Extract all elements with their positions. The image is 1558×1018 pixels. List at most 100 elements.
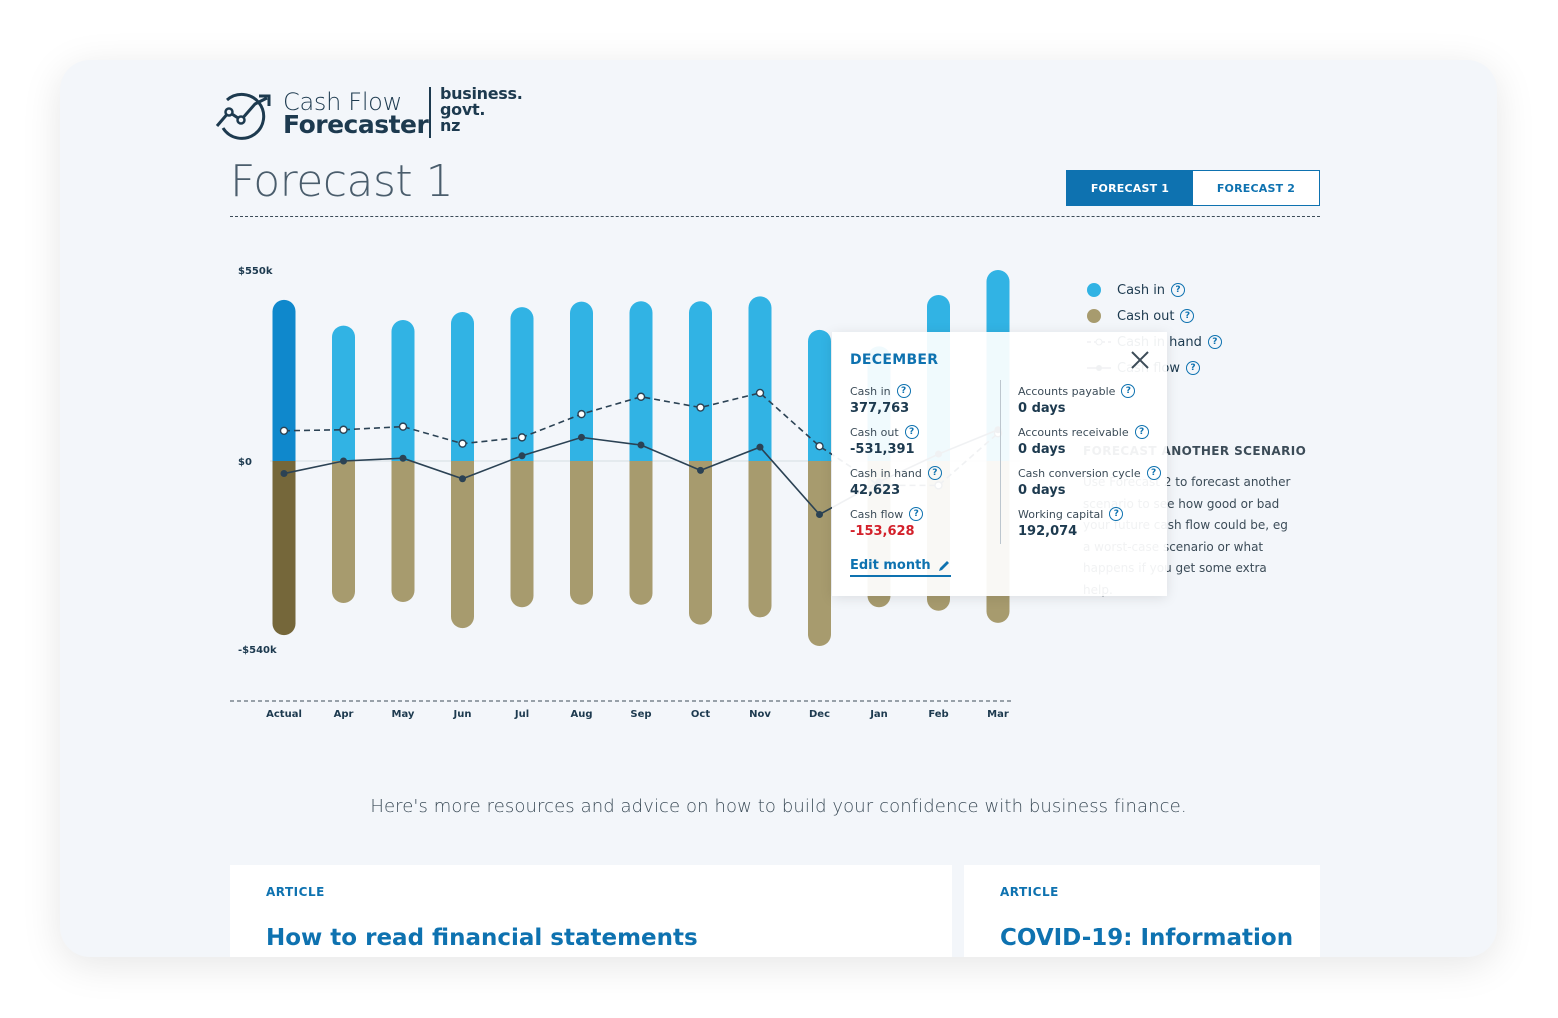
help-icon[interactable]: ?: [909, 507, 924, 521]
legend-item-cash-in: Cash in ?: [1087, 277, 1222, 303]
cash-out-bar-cap: [570, 461, 593, 475]
help-icon[interactable]: ?: [1185, 361, 1200, 375]
cash-out-bar-cap: [391, 461, 415, 475]
partner-logo[interactable]: business. govt. nz: [440, 86, 523, 134]
article-label: ARTICLE: [1000, 885, 1059, 899]
x-tick-label: Dec: [809, 709, 830, 720]
cash-in-bar: [570, 301, 593, 473]
cash-flow-point: [697, 466, 704, 474]
cash-out-bar: [332, 461, 355, 604]
cash-in-hand-point: [279, 426, 289, 435]
x-tick-label: Feb: [928, 709, 948, 720]
x-tick-label: Nov: [749, 709, 771, 720]
popup-month-title: DECEMBER: [850, 352, 939, 368]
cash-flow-point: [459, 475, 466, 483]
popup-divider: [1000, 380, 1001, 544]
metric-value: -531,391: [850, 442, 915, 457]
cash-flow-point: [340, 457, 347, 465]
x-tick-label: Sep: [630, 709, 651, 720]
metric-value: 0 days: [1018, 442, 1066, 457]
article-card[interactable]: ARTICLE How to read financial statements: [230, 865, 952, 957]
help-icon[interactable]: ?: [1180, 309, 1195, 323]
metric-label: Cash out: [850, 425, 899, 439]
logo-title-line2: Forecaster: [283, 110, 429, 139]
cash-in-bar: [748, 296, 772, 473]
y-tick-label: $550k: [238, 266, 273, 277]
article-card[interactable]: ARTICLE COVID-19: Information: [964, 865, 1320, 957]
cash-in-bar: [510, 307, 534, 473]
cash-out-bar: [748, 461, 772, 618]
cash-out-bar-cap: [332, 461, 355, 475]
cash-in-hand-point: [458, 439, 467, 448]
tab-forecast-2[interactable]: FORECAST 2: [1193, 171, 1319, 205]
cash-flow-point: [578, 433, 585, 441]
x-tick-label: Actual: [266, 709, 302, 720]
cash-in-hand-point: [517, 433, 527, 442]
help-icon[interactable]: ?: [1134, 425, 1149, 439]
cash-in-bar: [808, 329, 831, 473]
cash-flow-logo-icon: [215, 92, 271, 140]
page-title: Forecast 1: [230, 156, 454, 207]
metric-value: 0 days: [1018, 483, 1066, 498]
legend-item-cash-out: Cash out ?: [1087, 303, 1222, 329]
tab-forecast-1[interactable]: FORECAST 1: [1067, 171, 1193, 205]
x-tick-label: Jun: [453, 709, 472, 720]
metric-label: Cash flow: [850, 507, 904, 521]
cash-in-hand-point: [696, 403, 705, 412]
metric-value: 192,074: [1018, 524, 1078, 539]
dot-blue-icon: [1087, 283, 1101, 297]
article-label: ARTICLE: [266, 885, 325, 899]
cash-in-bar: [689, 301, 712, 473]
cash-in-bar: [391, 320, 415, 473]
help-icon[interactable]: ?: [1146, 466, 1161, 480]
cash-out-bar: [510, 461, 534, 608]
cash-out-bar-cap: [272, 461, 296, 475]
y-tick-label: -$540k: [238, 645, 277, 656]
cash-flow-point: [637, 441, 645, 449]
help-icon[interactable]: ?: [1109, 507, 1124, 521]
metric-value: 377,763: [850, 401, 910, 416]
help-icon[interactable]: ?: [927, 466, 942, 480]
logo-divider: [429, 87, 431, 138]
resources-intro: Here's more resources and advice on how …: [370, 796, 1187, 817]
cash-in-hand-point: [398, 422, 408, 431]
cash-out-bar-cap: [748, 461, 772, 475]
cash-flow-point: [280, 470, 288, 478]
cash-out-bar-cap: [451, 461, 474, 475]
pencil-icon: [938, 560, 949, 571]
article-title[interactable]: How to read financial statements: [266, 925, 698, 951]
article-title[interactable]: COVID-19: Information: [1000, 925, 1294, 951]
cash-in-hand-point: [815, 441, 824, 451]
cash-in-bar: [272, 299, 296, 473]
help-icon[interactable]: ?: [1171, 283, 1186, 297]
month-detail-popup: DECEMBER Cash in? 377,763 Cash out? -531…: [832, 332, 1167, 596]
x-tick-label: Jul: [514, 709, 529, 720]
y-tick-label: $0: [238, 457, 252, 468]
metric-label: Cash in: [850, 384, 891, 398]
x-tick-label: Oct: [691, 709, 710, 720]
metric-value: 42,623: [850, 483, 901, 498]
cash-out-bar: [689, 461, 712, 625]
popup-metric-accounts-receivable: Accounts receivable? 0 days: [1018, 425, 1149, 457]
help-icon[interactable]: ?: [896, 384, 911, 398]
partner-logo-line2: govt.: [440, 100, 486, 119]
cash-in-hand-point: [339, 425, 348, 434]
help-icon[interactable]: ?: [1121, 384, 1136, 398]
cash-flow-point: [518, 452, 526, 460]
x-tick-label: May: [392, 709, 415, 720]
cash-flow-point: [816, 510, 823, 518]
metric-value: 0 days: [1018, 401, 1066, 416]
close-icon[interactable]: [1128, 348, 1152, 372]
x-tick-label: Jan: [869, 709, 888, 720]
cash-out-bar: [629, 461, 653, 605]
app-window: Cash Flow Forecaster business. govt. nz …: [60, 60, 1497, 957]
cash-out-bar-cap: [629, 461, 653, 475]
help-icon[interactable]: ?: [1207, 335, 1222, 349]
help-icon[interactable]: ?: [904, 425, 919, 439]
cash-out-bar: [570, 461, 593, 605]
metric-value: -153,628: [850, 524, 915, 539]
forecast-tabs: FORECAST 1 FORECAST 2: [1066, 170, 1320, 206]
metric-label: Accounts receivable: [1018, 425, 1129, 439]
edit-month-link[interactable]: Edit month: [850, 558, 951, 577]
metric-label: Accounts payable: [1018, 384, 1116, 398]
